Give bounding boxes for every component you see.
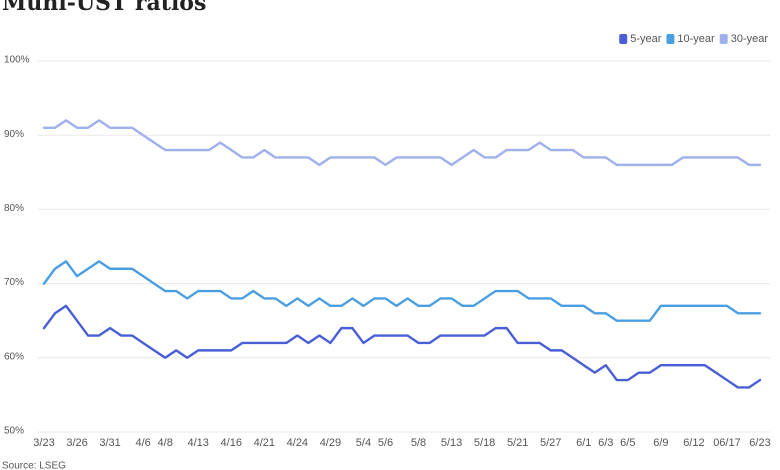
chart-title: Muni-UST ratios: [2, 0, 206, 16]
x-tick-label: 4/13: [188, 437, 209, 449]
legend-label: 10-year: [677, 33, 715, 45]
x-tick-label: 6/1: [576, 437, 591, 449]
x-tick-label: 5/4: [356, 437, 371, 449]
legend-swatch: [719, 34, 728, 44]
x-tick-label: 4/21: [254, 437, 275, 449]
legend-label: 30-year: [731, 33, 769, 45]
x-tick-label: 4/8: [158, 437, 173, 449]
x-tick-label: 6/9: [653, 437, 668, 449]
x-tick-label: 3/31: [99, 437, 120, 449]
legend-swatch: [619, 34, 628, 44]
y-tick-label: 70%: [4, 277, 24, 288]
x-tick-label: 4/29: [320, 437, 341, 449]
legend-swatch: [666, 34, 675, 44]
x-tick-label: 6/3: [598, 437, 613, 449]
x-tick-label: 3/26: [66, 437, 87, 449]
y-tick-label: 50%: [4, 426, 24, 437]
x-tick-label: 4/24: [287, 437, 308, 449]
y-tick-label: 90%: [4, 129, 24, 140]
x-tick-label: 6/5: [620, 437, 635, 449]
x-tick-label: 06/17: [713, 437, 741, 449]
x-tick-label: 6/23: [749, 437, 770, 449]
x-tick-label: 5/18: [474, 437, 495, 449]
x-tick-label: 6/12: [683, 437, 704, 449]
y-tick-label: 80%: [4, 203, 24, 214]
x-tick-label: 5/8: [411, 437, 426, 449]
series-line: [42, 260, 762, 322]
legend-label: 5-year: [630, 33, 662, 45]
series-line: [42, 119, 762, 167]
x-tick-label: 5/21: [507, 437, 528, 449]
y-tick-label: 60%: [4, 351, 24, 362]
x-tick-label: 5/27: [540, 437, 561, 449]
x-tick-label: 3/23: [33, 437, 54, 449]
x-tick-label: 4/6: [135, 437, 150, 449]
x-tick-label: 5/13: [441, 437, 462, 449]
y-tick-label: 100%: [4, 55, 30, 66]
x-tick-label: 5/6: [378, 437, 393, 449]
x-tick-label: 4/16: [221, 437, 242, 449]
series-line: [42, 304, 762, 389]
source: Source: LSEG: [2, 461, 66, 470]
